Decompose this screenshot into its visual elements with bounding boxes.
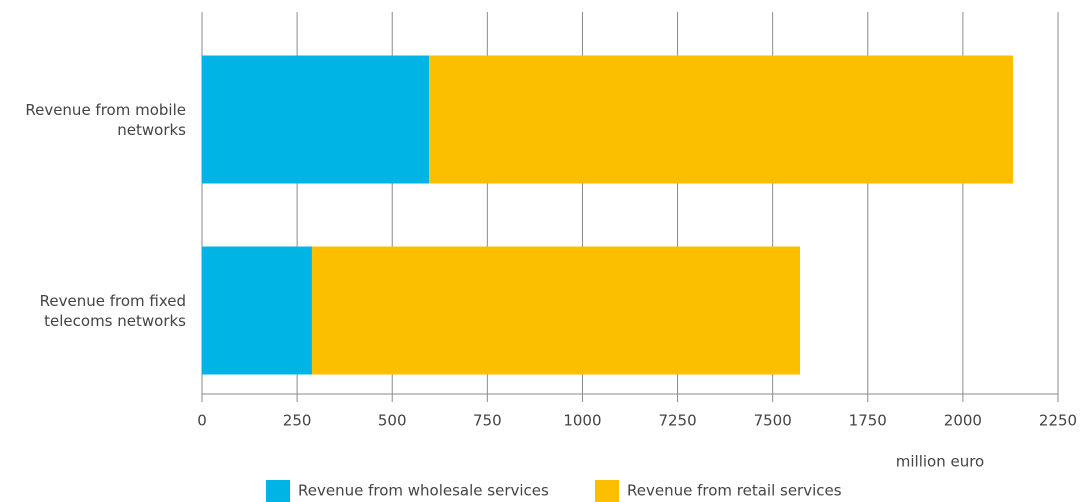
bar-segment [311,246,801,375]
x-tick-label: 7250 [658,412,696,430]
x-axis-title: million euro [896,453,984,471]
bar-segment [429,55,1014,184]
x-tick-label: 1000 [563,412,601,430]
legend-swatch [595,480,619,502]
y-tick-label: Revenue from fixed telecoms networks [39,291,186,330]
x-tick-label: 1750 [849,412,887,430]
x-tick-label: 2000 [944,412,982,430]
x-tick-label: 7500 [754,412,792,430]
x-tick-label: 250 [283,412,312,430]
x-tick-label: 0 [197,412,207,430]
legend-label: Revenue from retail services [627,482,842,500]
bar-segment [202,55,430,184]
legend-swatch [266,480,290,502]
x-tick-label: 750 [473,412,502,430]
legend-label: Revenue from wholesale services [298,482,549,500]
x-tick-label: 2250 [1039,412,1077,430]
y-tick-label: Revenue from mobile networks [25,100,186,139]
x-tick-label: 500 [378,412,407,430]
bar-segment [202,246,312,375]
